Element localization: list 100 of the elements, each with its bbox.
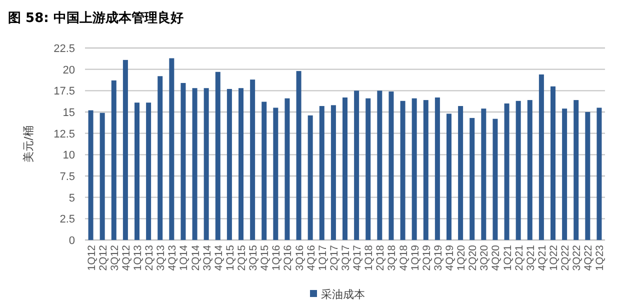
x-tick-label: 3Q14 — [201, 244, 214, 271]
bar — [550, 86, 556, 240]
bar — [585, 112, 590, 240]
x-tick-label: 1Q12 — [86, 244, 98, 271]
x-tick-label: 2Q12 — [97, 244, 110, 271]
y-tick-label: 15 — [62, 107, 75, 119]
bar — [100, 112, 105, 240]
bar — [88, 110, 94, 240]
x-tick-label: 2Q13 — [144, 244, 156, 271]
bar — [527, 100, 532, 240]
y-tick-label: 5 — [68, 192, 75, 204]
x-tick-label: 1Q21 — [502, 244, 514, 271]
x-tick-label: 2Q15 — [236, 244, 248, 271]
x-tick-label: 4Q16 — [305, 244, 318, 271]
bar — [273, 108, 278, 240]
x-tick-label: 3Q20 — [478, 244, 491, 271]
y-tick-label: 22.5 — [54, 43, 75, 55]
y-tick-label: 20 — [62, 64, 75, 76]
bar — [446, 114, 452, 240]
bar — [122, 60, 128, 240]
bar — [538, 74, 544, 240]
x-tick-label: 1Q17 — [316, 244, 329, 271]
bar — [308, 115, 313, 240]
y-tick-label: 2.5 — [60, 214, 75, 226]
x-tick-label: 3Q12 — [108, 244, 121, 271]
bar — [458, 106, 464, 240]
bar — [388, 92, 394, 240]
x-tick-label: 1Q20 — [456, 244, 468, 271]
bar — [434, 97, 440, 240]
x-tick-label: 4Q19 — [444, 244, 456, 271]
x-tick-label: 4Q20 — [490, 244, 502, 271]
x-tick-label: 3Q17 — [340, 244, 352, 271]
x-tick-label: 2Q22 — [560, 244, 572, 271]
x-tick-label: 1Q22 — [548, 244, 560, 271]
bar — [574, 100, 579, 240]
bar — [481, 108, 486, 240]
bar — [284, 98, 290, 240]
bar — [423, 100, 428, 240]
bar — [516, 100, 521, 240]
bar — [296, 71, 302, 240]
x-tick-label: 4Q21 — [536, 244, 548, 271]
x-tick-label: 2Q20 — [467, 244, 480, 271]
x-tick-label: 4Q22 — [582, 244, 595, 271]
x-tick-label: 3Q16 — [294, 244, 306, 271]
bar — [169, 58, 174, 240]
bar — [180, 82, 186, 240]
bar — [412, 98, 417, 240]
bar — [492, 118, 498, 240]
x-tick-label: 2Q18 — [374, 244, 387, 271]
bar — [192, 88, 198, 240]
x-tick-label: 1Q14 — [178, 244, 190, 271]
y-axis-title: 美元/桶 — [22, 126, 35, 162]
bar — [146, 102, 152, 240]
bar — [596, 108, 602, 240]
x-tick-label: 3Q13 — [155, 244, 168, 271]
y-tick-label: 0 — [68, 235, 75, 247]
x-tick-label: 1Q23 — [594, 244, 606, 271]
bar — [262, 102, 267, 240]
bar — [319, 106, 324, 240]
bar — [377, 90, 382, 240]
bar — [366, 98, 371, 240]
y-tick-label: 17.5 — [54, 86, 75, 98]
x-tick-label: 4Q15 — [259, 244, 272, 271]
x-tick-label: 1Q15 — [224, 244, 236, 271]
x-tick-label: 1Q18 — [363, 244, 376, 271]
x-tick-label: 2Q17 — [328, 244, 340, 271]
x-tick-label: 3Q21 — [524, 244, 537, 271]
x-tick-label: 1Q19 — [409, 244, 422, 271]
x-tick-label: 1Q16 — [270, 244, 283, 271]
x-tick-label: 4Q18 — [398, 244, 410, 271]
bar — [134, 102, 140, 240]
bar — [250, 80, 256, 240]
x-tick-label: 4Q13 — [166, 244, 179, 271]
x-tick-label: 2Q19 — [420, 244, 433, 271]
y-tick-label: 7.5 — [60, 171, 75, 183]
x-tick-label: 3Q22 — [571, 244, 584, 271]
bar — [400, 100, 406, 240]
chart-title: 图 58: 中国上游成本管理良好 — [8, 10, 184, 26]
bar — [226, 88, 232, 240]
x-tick-label: 4Q12 — [120, 244, 132, 271]
x-tick-label: 2Q14 — [190, 244, 202, 271]
x-tick-label: 4Q17 — [352, 244, 364, 271]
bar — [204, 88, 209, 240]
bar — [354, 90, 360, 240]
bar — [111, 80, 116, 240]
x-tick-label: 1Q13 — [132, 244, 144, 271]
bar — [158, 76, 163, 240]
bar — [562, 108, 568, 240]
bar — [342, 97, 348, 240]
x-tick-label: 3Q19 — [432, 244, 444, 271]
x-tick-label: 3Q18 — [386, 244, 398, 271]
y-tick-label: 12.5 — [54, 128, 75, 140]
x-tick-label: 4Q14 — [212, 244, 225, 271]
bar — [504, 103, 510, 240]
bar — [330, 105, 336, 240]
legend-label: 采油成本 — [321, 288, 365, 301]
bar — [238, 88, 244, 240]
x-tick-label: 2Q16 — [282, 244, 294, 271]
x-tick-label: 3Q15 — [248, 244, 260, 271]
bar — [215, 72, 220, 240]
